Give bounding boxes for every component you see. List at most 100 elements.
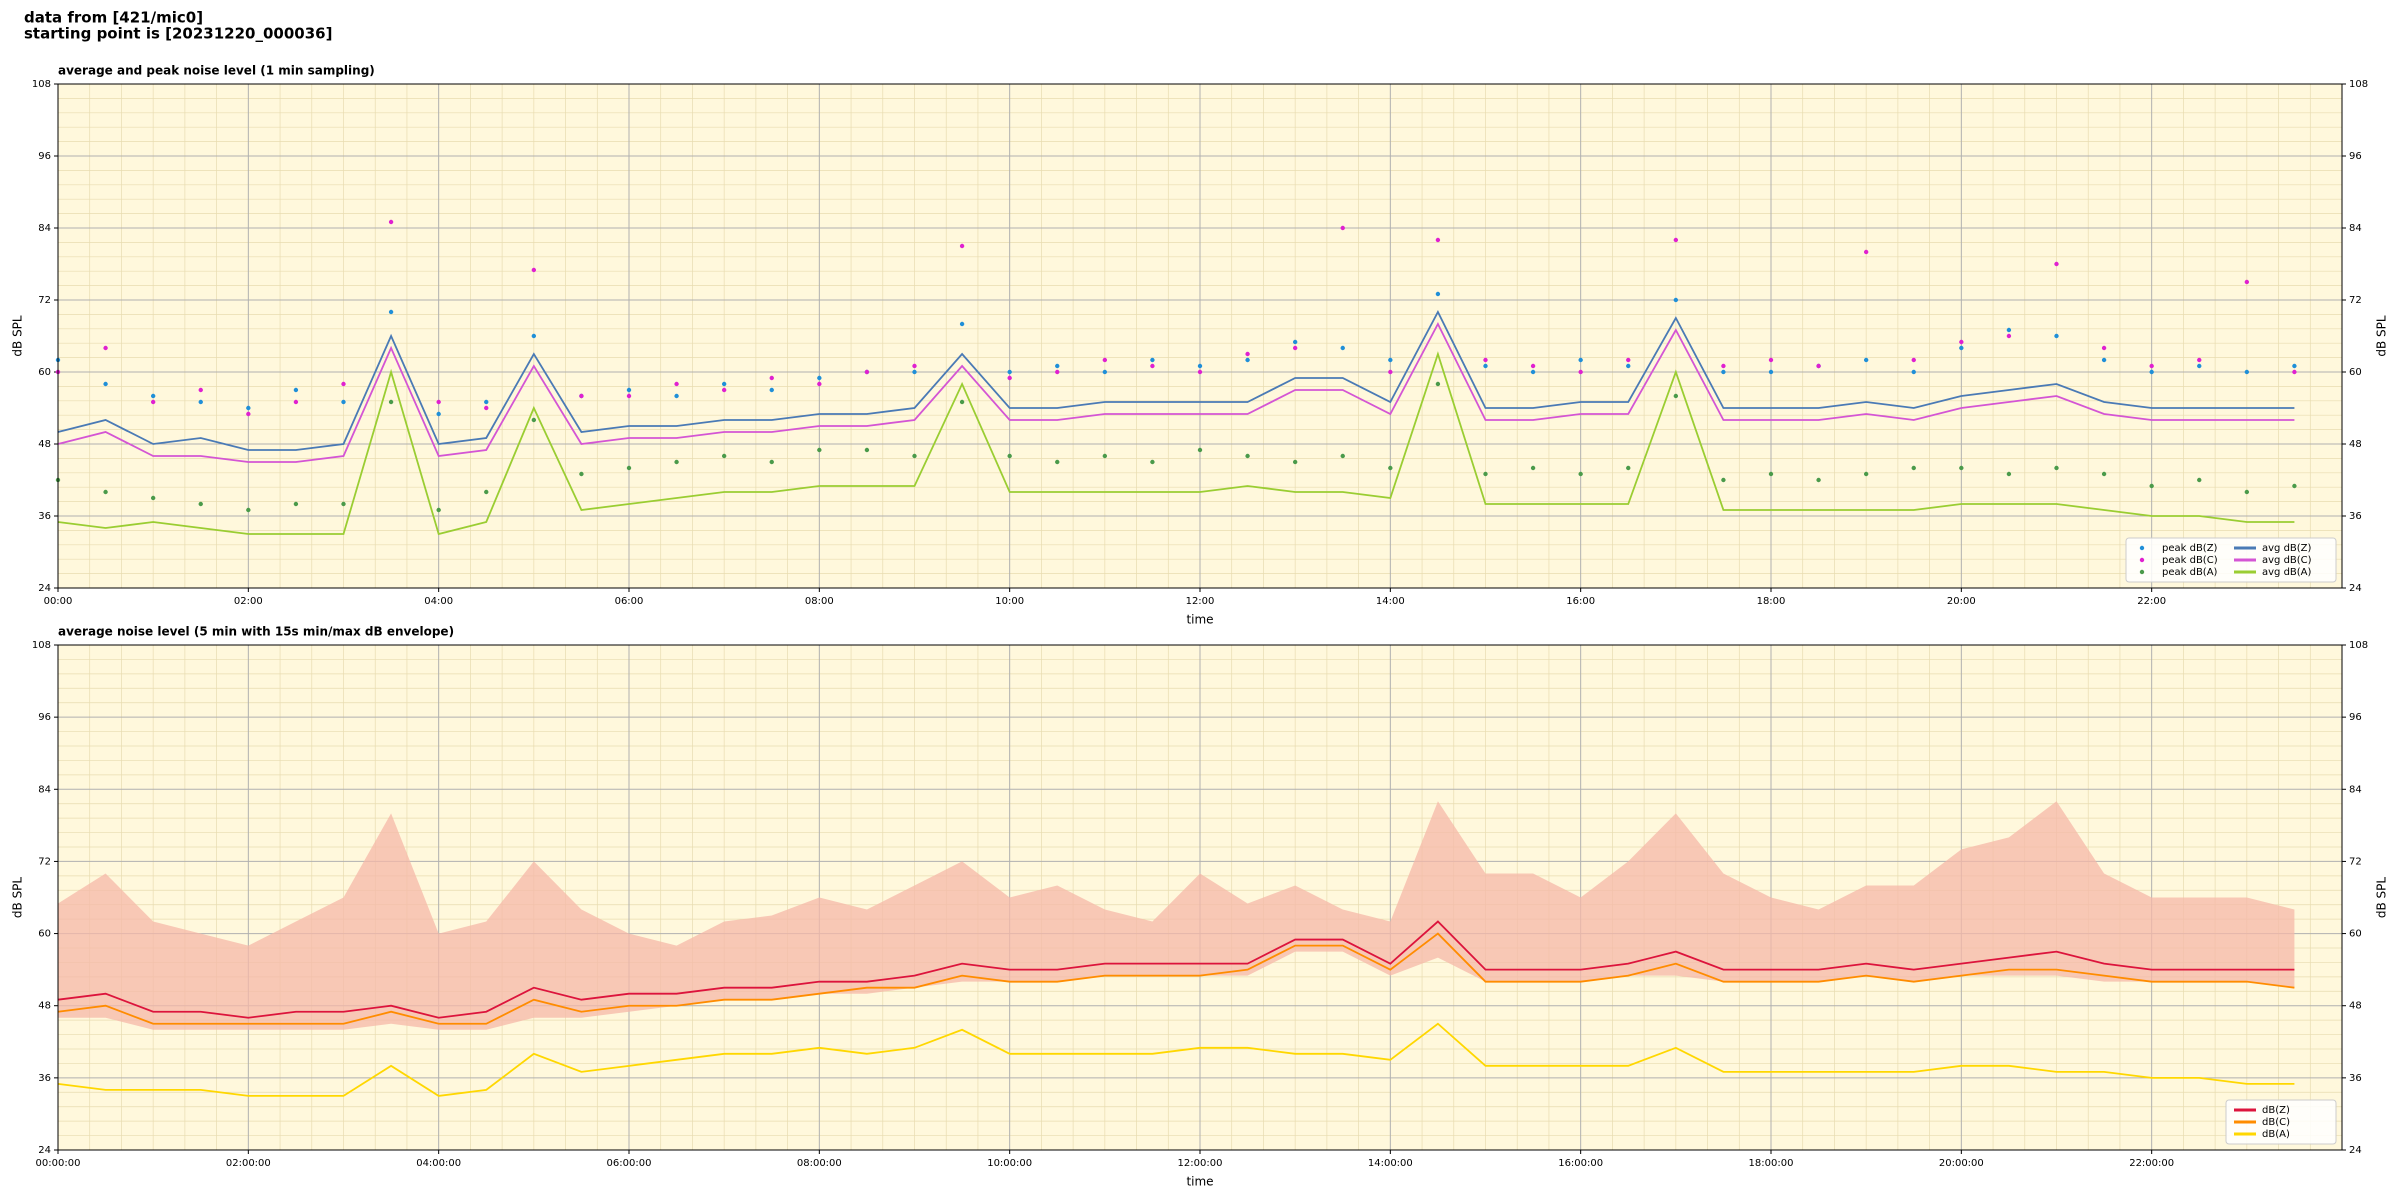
x-tick-label: 06:00:00	[607, 1158, 652, 1169]
peak-point	[1863, 471, 1869, 477]
peak-point	[2244, 489, 2250, 495]
peak-point	[198, 501, 203, 507]
peak-point	[388, 309, 394, 315]
peak-point	[2101, 345, 2107, 351]
peak-point	[1340, 453, 1345, 459]
peak-point	[769, 387, 774, 393]
y-axis-label: dB SPL	[11, 877, 25, 919]
peak-point	[1102, 357, 1108, 363]
y-axis-label: dB SPL	[11, 315, 25, 357]
peak-point	[2054, 333, 2059, 339]
peak-point	[484, 489, 489, 495]
y-tick-label: 72	[38, 856, 51, 867]
x-tick-label: 10:00:00	[987, 1158, 1032, 1169]
x-tick-label: 22:00	[2137, 596, 2166, 607]
y-tick-label: 24	[2349, 583, 2362, 594]
peak-point	[388, 219, 394, 225]
peak-point	[1007, 453, 1012, 459]
peak-point	[912, 453, 917, 459]
peak-point	[769, 375, 774, 381]
peak-point	[1578, 369, 1583, 375]
peak-point	[246, 405, 251, 411]
x-tick-label: 00:00	[44, 596, 73, 607]
peak-point	[2197, 363, 2202, 369]
peak-point	[864, 369, 870, 375]
peak-point	[1721, 477, 1726, 483]
peak-point	[1388, 357, 1393, 363]
peak-point	[912, 363, 917, 369]
peak-point	[1721, 363, 1726, 369]
y-tick-label: 60	[2349, 367, 2362, 378]
y-tick-label: 36	[2349, 1073, 2362, 1084]
peak-point	[150, 399, 156, 405]
peak-point	[959, 399, 965, 405]
x-tick-label: 16:00	[1566, 596, 1595, 607]
peak-point	[959, 243, 965, 249]
legend-label: peak dB(Z)	[2162, 543, 2218, 554]
x-tick-label: 16:00:00	[1558, 1158, 1603, 1169]
x-tick-label: 18:00:00	[1749, 1158, 1794, 1169]
peak-point	[436, 399, 441, 405]
legend-label: peak dB(C)	[2162, 555, 2218, 566]
peak-point	[2244, 369, 2250, 375]
peak-point	[1721, 369, 1726, 375]
y-tick-label: 84	[38, 784, 51, 795]
peak-point	[626, 393, 632, 399]
peak-point	[293, 399, 299, 405]
header-line: starting point is [20231220_000036]	[24, 25, 332, 43]
peak-point	[1292, 345, 1298, 351]
legend-label: avg dB(C)	[2262, 555, 2312, 566]
peak-point	[484, 405, 489, 411]
peak-point	[1197, 363, 1203, 369]
peak-point	[1483, 357, 1488, 363]
legend-marker	[2139, 557, 2145, 563]
x-tick-label: 04:00:00	[416, 1158, 461, 1169]
y-tick-label: 108	[32, 640, 51, 651]
peak-point	[1292, 339, 1298, 345]
peak-point	[2054, 261, 2059, 267]
x-tick-label: 12:00:00	[1178, 1158, 1223, 1169]
peak-point	[1626, 363, 1631, 369]
peak-point	[246, 507, 251, 513]
peak-point	[1483, 471, 1488, 477]
y-tick-label: 96	[38, 712, 51, 723]
peak-point	[436, 411, 441, 417]
peak-point	[579, 393, 584, 399]
peak-point	[1055, 363, 1060, 369]
peak-point	[293, 501, 299, 507]
peak-point	[1578, 357, 1583, 363]
peak-point	[150, 495, 156, 501]
peak-point	[1388, 369, 1393, 375]
x-tick-label: 12:00	[1186, 596, 1215, 607]
peak-point	[1863, 357, 1869, 363]
peak-point	[1007, 375, 1012, 381]
peak-point	[1007, 369, 1012, 375]
peak-point	[1102, 369, 1108, 375]
peak-point	[1768, 471, 1774, 477]
y-tick-label: 96	[2349, 151, 2362, 162]
peak-point	[1816, 477, 1821, 483]
x-tick-label: 02:00:00	[226, 1158, 271, 1169]
peak-point	[1530, 369, 1536, 375]
series-line	[57, 920, 2295, 1019]
peak-point	[1483, 363, 1488, 369]
y-tick-label: 84	[2349, 223, 2362, 234]
peak-point	[1055, 369, 1060, 375]
peak-point	[341, 399, 346, 405]
peak-point	[1959, 465, 1964, 471]
y-tick-label: 36	[2349, 511, 2362, 522]
y-tick-label: 48	[38, 1001, 51, 1012]
peak-point	[1673, 393, 1679, 399]
peak-point	[2244, 279, 2250, 285]
peak-point	[1768, 369, 1774, 375]
peak-point	[674, 381, 679, 387]
peak-point	[1102, 453, 1108, 459]
y-tick-label: 96	[2349, 712, 2362, 723]
peak-point	[1150, 459, 1155, 465]
peak-point	[246, 411, 251, 417]
x-tick-label: 20:00	[1947, 596, 1976, 607]
peak-point	[1388, 465, 1393, 471]
peak-point	[2149, 483, 2154, 489]
x-axis-label: time	[1186, 613, 1213, 627]
